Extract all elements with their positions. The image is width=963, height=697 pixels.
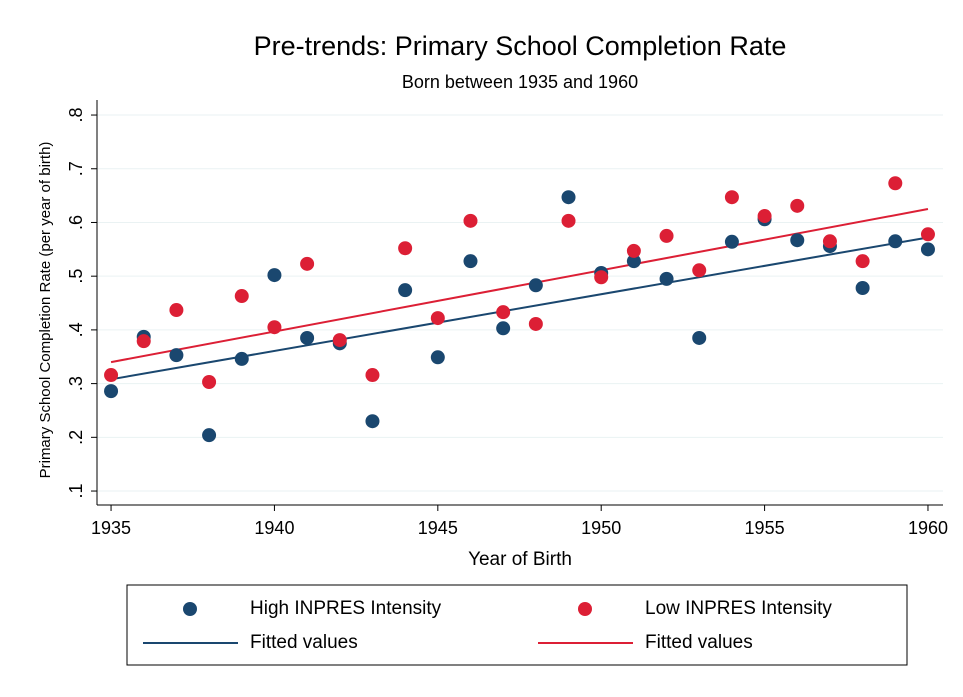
chart-title: Pre-trends: Primary School Completion Ra… — [254, 31, 787, 61]
x-tick-label: 1940 — [254, 518, 294, 538]
y-tick-label: .4 — [66, 322, 86, 337]
legend-marker — [578, 602, 592, 616]
x-tick-label: 1955 — [745, 518, 785, 538]
y-tick-label: .1 — [66, 484, 86, 499]
point — [822, 234, 837, 249]
chart-subtitle: Born between 1935 and 1960 — [402, 72, 638, 92]
legend-label: Fitted values — [250, 632, 358, 653]
point — [855, 280, 870, 295]
point — [920, 227, 935, 242]
x-axis-label: Year of Birth — [468, 549, 572, 570]
legend-label: High INPRES Intensity — [250, 598, 442, 619]
point — [267, 320, 282, 335]
y-axis-label: Primary School Completion Rate (per year… — [37, 142, 54, 479]
y-tick-label: .6 — [66, 215, 86, 230]
point — [234, 289, 249, 304]
point — [104, 368, 119, 383]
point — [561, 213, 576, 228]
point — [169, 303, 184, 318]
point — [202, 374, 217, 389]
fitted-line — [110, 208, 929, 364]
point — [659, 228, 674, 243]
point — [169, 348, 184, 363]
point — [724, 234, 739, 249]
point — [496, 321, 511, 336]
point — [594, 270, 609, 285]
point — [267, 268, 282, 283]
point — [626, 254, 641, 269]
legend-label: Fitted values — [645, 632, 753, 653]
point — [888, 176, 903, 191]
point — [855, 254, 870, 269]
point — [757, 209, 772, 224]
point — [561, 190, 576, 205]
y-tick-label: .8 — [66, 108, 86, 123]
legend-label: Low INPRES Intensity — [645, 598, 832, 619]
point — [463, 213, 478, 228]
point — [365, 368, 380, 383]
point — [888, 234, 903, 249]
point — [332, 333, 347, 348]
legend-box — [126, 584, 908, 666]
y-tick-label: .5 — [66, 269, 86, 284]
x-tick-label: 1935 — [91, 518, 131, 538]
y-tick-label: .7 — [66, 161, 86, 176]
point — [692, 263, 707, 278]
legend-marker — [183, 602, 197, 616]
point — [365, 414, 380, 429]
x-tick-label: 1950 — [581, 518, 621, 538]
point — [496, 305, 511, 320]
y-tick-label: .2 — [66, 430, 86, 445]
point — [790, 233, 805, 248]
point — [136, 334, 151, 349]
point — [234, 351, 249, 366]
point — [430, 311, 445, 326]
x-tick-label: 1960 — [908, 518, 948, 538]
point — [463, 254, 478, 269]
point — [202, 428, 217, 443]
x-tick-label: 1945 — [418, 518, 458, 538]
point — [528, 316, 543, 331]
point — [300, 256, 315, 271]
point — [528, 278, 543, 293]
point — [659, 271, 674, 286]
point — [104, 384, 119, 399]
point — [626, 243, 641, 258]
point — [790, 198, 805, 213]
point — [430, 350, 445, 365]
point — [692, 330, 707, 345]
y-tick-label: .3 — [66, 376, 86, 391]
point — [398, 241, 413, 256]
point — [724, 190, 739, 205]
point — [300, 330, 315, 345]
point — [398, 283, 413, 298]
point — [920, 242, 935, 257]
